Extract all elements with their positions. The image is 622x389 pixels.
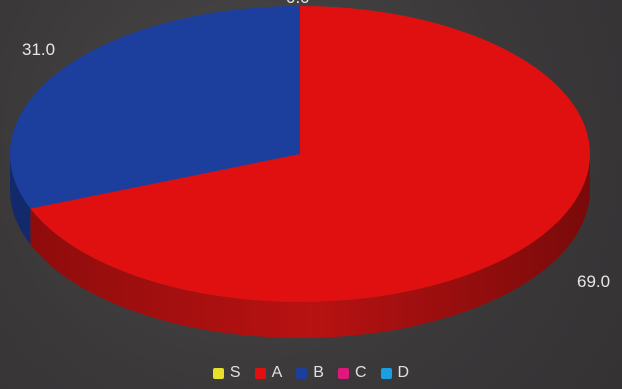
legend-item-b: B: [296, 364, 324, 382]
legend-label-c: C: [354, 364, 367, 381]
legend-swatch-b: [296, 367, 308, 379]
data-label-a: 69.0: [577, 272, 611, 291]
legend-item-s: S: [212, 364, 241, 382]
legend-swatch-s: [212, 367, 224, 379]
legend-swatch-c: [337, 367, 349, 379]
legend-label-d: D: [397, 364, 410, 381]
legend-item-a: A: [254, 364, 283, 382]
data-label-s: 0.0: [286, 0, 310, 8]
legend-swatch-a: [254, 367, 266, 379]
legend-label-b: B: [313, 364, 324, 381]
pie-slice-a: [30, 6, 591, 302]
pie-side-a: [30, 154, 591, 338]
legend: S A B C D: [0, 364, 622, 382]
pie-side-b: [10, 154, 31, 245]
pie-slice-b: [9, 6, 301, 209]
legend-item-d: D: [380, 364, 410, 382]
data-label-b: 31.0: [22, 40, 56, 59]
legend-item-c: C: [337, 364, 367, 382]
legend-label-a: A: [271, 364, 283, 381]
legend-label-s: S: [229, 364, 241, 381]
legend-swatch-d: [380, 367, 392, 379]
